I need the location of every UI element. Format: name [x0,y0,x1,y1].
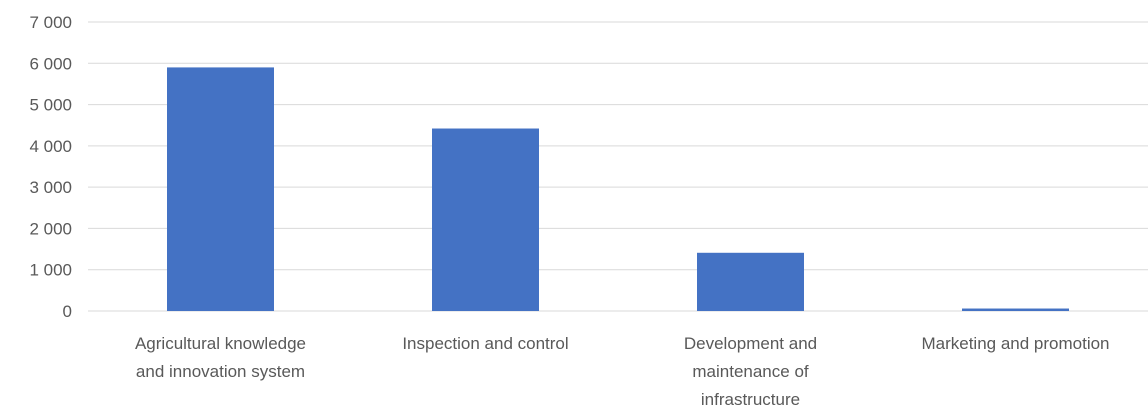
x-category-label: Agricultural knowledge and innovation sys… [135,334,306,381]
x-category-label: Marketing and promotion [921,334,1109,353]
x-category-label: Development and maintenance of infrastruct… [684,334,817,409]
y-tick-label: 2 000 [29,219,72,238]
bar [697,252,804,311]
y-tick-label: 7 000 [29,13,72,32]
x-category-label-line: and innovation system [136,362,305,381]
x-category-label-line: Agricultural knowledge [135,334,306,353]
bars [167,67,1069,312]
x-category-label: Inspection and control [402,334,568,353]
x-category-label-line: Inspection and control [402,334,568,353]
x-category-label-line: infrastructure [701,390,800,409]
y-tick-label: 3 000 [29,178,72,197]
bar [962,308,1069,311]
y-axis-tick-labels: 0 1 000 2 000 3 000 4 000 5 000 6 000 7 000 [29,13,72,321]
y-tick-label: 5 000 [29,96,72,115]
x-category-label-line: Development and [684,334,817,353]
x-category-label-line: maintenance of [692,362,809,381]
y-tick-label: 1 000 [29,261,72,280]
bar [167,67,274,312]
y-tick-label: 4 000 [29,137,72,156]
x-axis-category-labels: Agricultural knowledge and innovation sys… [135,334,1110,409]
bar [432,128,539,311]
y-tick-label: 0 [63,302,72,321]
y-tick-label: 6 000 [29,54,72,73]
x-category-label-line: Marketing and promotion [921,334,1109,353]
